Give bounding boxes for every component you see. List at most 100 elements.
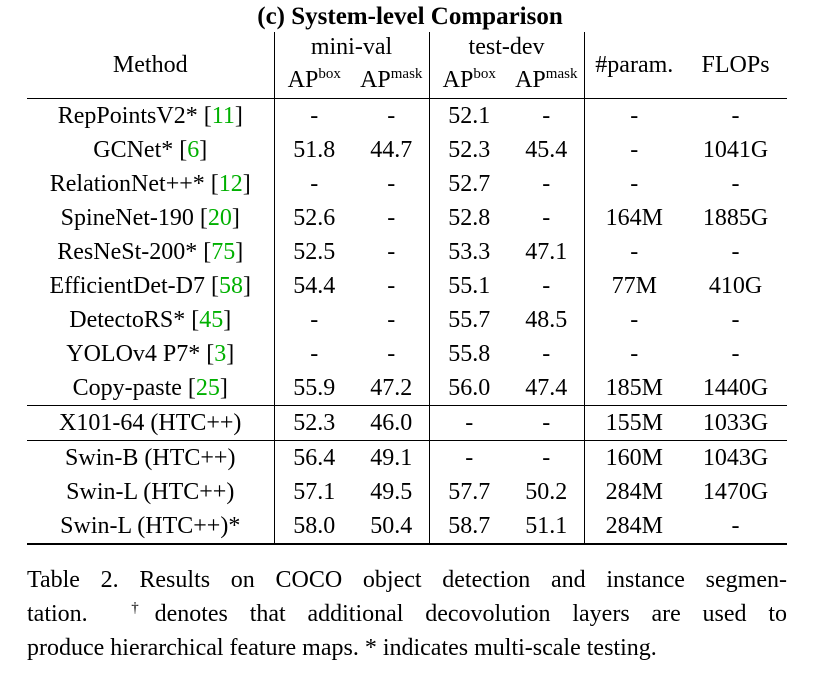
- cell-minival-apmask: -: [387, 341, 396, 367]
- cell-minival-apmask: 49.1: [354, 440, 430, 475]
- cell-testdev-apmask: -: [509, 440, 585, 475]
- cell-testdev-apbox: 52.3: [428, 133, 510, 167]
- cell-testdev-apmask: 47.1: [525, 239, 568, 265]
- table-row: Swin-L (HTC++) 57.1 49.5 57.7 50.2 284M 1470G: [27, 475, 787, 509]
- cell-testdev-apmask: 48.5: [525, 307, 568, 333]
- citation-link[interactable]: 3: [214, 341, 227, 367]
- cell-testdev-apmask: -: [509, 405, 585, 441]
- cell-testdev-apmask: 47.4: [525, 375, 568, 401]
- cell-param: -: [583, 98, 685, 133]
- cell-testdev-apbox: 55.7: [428, 303, 510, 337]
- citation-link[interactable]: 20: [207, 205, 232, 231]
- cell-param: 155M: [583, 405, 685, 441]
- citation-link[interactable]: 6: [187, 137, 200, 163]
- cell-minival-apbox: 52.5: [273, 235, 354, 269]
- cell-minival-apmask: 46.0: [354, 405, 430, 441]
- cell-method: RepPointsV2* [11]: [27, 98, 274, 133]
- results-body: RepPointsV2* [11] - -52.1- - - GCNet* [6] 51.8…: [27, 98, 788, 545]
- cell-method: DetectoRS* [45]: [69, 307, 232, 333]
- table-row: RelationNet++* [12] - -52.7- - -: [27, 167, 787, 201]
- cell-method: Swin-B (HTC++): [27, 440, 274, 475]
- cell-param: -: [583, 133, 685, 167]
- header-row-1: Method mini-val test-dev #param. FLOPs: [27, 32, 787, 99]
- table-title: (c) System-level Comparison: [257, 3, 563, 30]
- cell-minival-apbox: 55.9: [273, 371, 354, 406]
- caption-line-2: tation. †denotes that additional decovol…: [27, 600, 788, 628]
- cell-method: Swin-L (HTC++): [66, 479, 235, 505]
- cell-flops: -: [684, 98, 788, 133]
- cell-minival-apbox: 56.4: [273, 440, 354, 475]
- cell-minival-apmask: 50.4: [354, 509, 430, 545]
- cell-method: EfficientDet-D7 [58]: [49, 273, 252, 299]
- cell-minival-apmask: -: [387, 273, 396, 299]
- cell-flops: -: [731, 341, 740, 367]
- table-caption: Table 2. Results on COCO object detectio…: [27, 563, 787, 665]
- cell-method: X101-64 (HTC++): [27, 405, 274, 441]
- citation-link[interactable]: 11: [211, 103, 235, 129]
- citation-link[interactable]: 75: [211, 239, 236, 265]
- cell-flops: -: [731, 171, 740, 197]
- citation-link[interactable]: 45: [199, 307, 224, 333]
- cell-minival-apbox: 52.3: [273, 405, 354, 441]
- cell-testdev-apbox: 56.0: [428, 371, 510, 406]
- cell-minival-apmask: -: [387, 205, 396, 231]
- cell-param: -: [583, 337, 685, 371]
- table-row: Swin-L (HTC++)* 58.0 50.4 58.7 51.1 284M -: [27, 509, 788, 545]
- cell-testdev-apmask: -: [509, 98, 585, 133]
- cell-minival-apmask: 47.2: [370, 375, 413, 401]
- cell-param: 185M: [583, 371, 685, 406]
- cell-minival-apbox: -: [273, 303, 354, 337]
- cell-testdev-apbox: 58.7: [428, 509, 510, 545]
- cell-testdev-apbox: 52.8: [428, 201, 510, 235]
- cell-method: YOLOv4 P7* [3]: [66, 341, 235, 367]
- table-row: Swin-B (HTC++) 56.4 49.1- -160M 1043G: [27, 440, 788, 475]
- cell-param: -: [583, 167, 685, 201]
- header-mv-apbox: APbox: [273, 62, 354, 99]
- cell-param: 284M: [583, 475, 685, 509]
- citation-link[interactable]: 12: [218, 171, 243, 197]
- cell-testdev-apbox: 52.1: [428, 98, 510, 133]
- cell-testdev-apmask: -: [542, 171, 551, 197]
- cell-minival-apmask: -: [387, 307, 396, 333]
- cell-method: GCNet* [6]: [93, 137, 208, 163]
- cell-testdev-apbox: -: [428, 440, 510, 475]
- results-table: Method mini-val test-dev #param. FLOPs A…: [27, 32, 788, 545]
- header-group-minival: mini-val: [273, 32, 430, 62]
- cell-testdev-apmask: 50.2: [525, 479, 568, 505]
- cell-minival-apbox: -: [273, 337, 354, 371]
- cell-param: -: [583, 235, 685, 269]
- cell-testdev-apmask: 45.4: [525, 137, 568, 163]
- header-mv-apmask: APmask: [360, 66, 423, 94]
- cell-testdev-apmask: 51.1: [509, 509, 585, 545]
- cell-flops: -: [731, 239, 740, 265]
- cell-testdev-apmask: -: [542, 341, 551, 367]
- cell-minival-apbox: -: [273, 167, 354, 201]
- table-row: EfficientDet-D7 [58] 54.4 - 55.1 - 77M 410G: [27, 269, 787, 303]
- cell-minival-apbox: 51.8: [273, 133, 354, 167]
- cell-param: 164M: [583, 201, 685, 235]
- cell-flops: 1041G: [702, 137, 769, 163]
- table-row: ResNeSt-200* [75] 52.5-53.3 47.1- -: [27, 235, 787, 269]
- table-row: DetectoRS* [45] - -55.7 48.5- -: [27, 303, 787, 337]
- citation-link[interactable]: 25: [195, 375, 220, 401]
- cell-minival-apbox: -: [273, 98, 354, 133]
- cell-flops: 1440G: [702, 375, 769, 401]
- cell-minival-apbox: 54.4: [273, 269, 354, 303]
- cell-testdev-apbox: -: [428, 405, 510, 441]
- cell-testdev-apbox: 53.3: [428, 235, 510, 269]
- cell-param: 284M: [583, 509, 685, 545]
- cell-method: Copy-paste [25]: [72, 375, 228, 401]
- cell-testdev-apbox: 55.1: [428, 269, 510, 303]
- header-td-apmask: APmask: [515, 66, 578, 94]
- cell-testdev-apmask: -: [542, 273, 551, 299]
- header-group-testdev: test-dev: [428, 32, 585, 62]
- cell-minival-apmask: -: [387, 171, 396, 197]
- cell-testdev-apbox: 52.7: [428, 167, 510, 201]
- cell-method: Swin-L (HTC++)*: [27, 509, 274, 545]
- table-row: GCNet* [6] 51.8 44.7 52.3 45.4-1041G: [27, 133, 787, 167]
- table-row: Copy-paste [25] 55.9 47.2 56.0 47.4 185M 1440G: [27, 371, 787, 406]
- cell-param: 77M: [583, 269, 685, 303]
- table-row: X101-64 (HTC++) 52.3 46.0- -155M 1033G: [27, 405, 788, 441]
- citation-link[interactable]: 58: [219, 273, 243, 299]
